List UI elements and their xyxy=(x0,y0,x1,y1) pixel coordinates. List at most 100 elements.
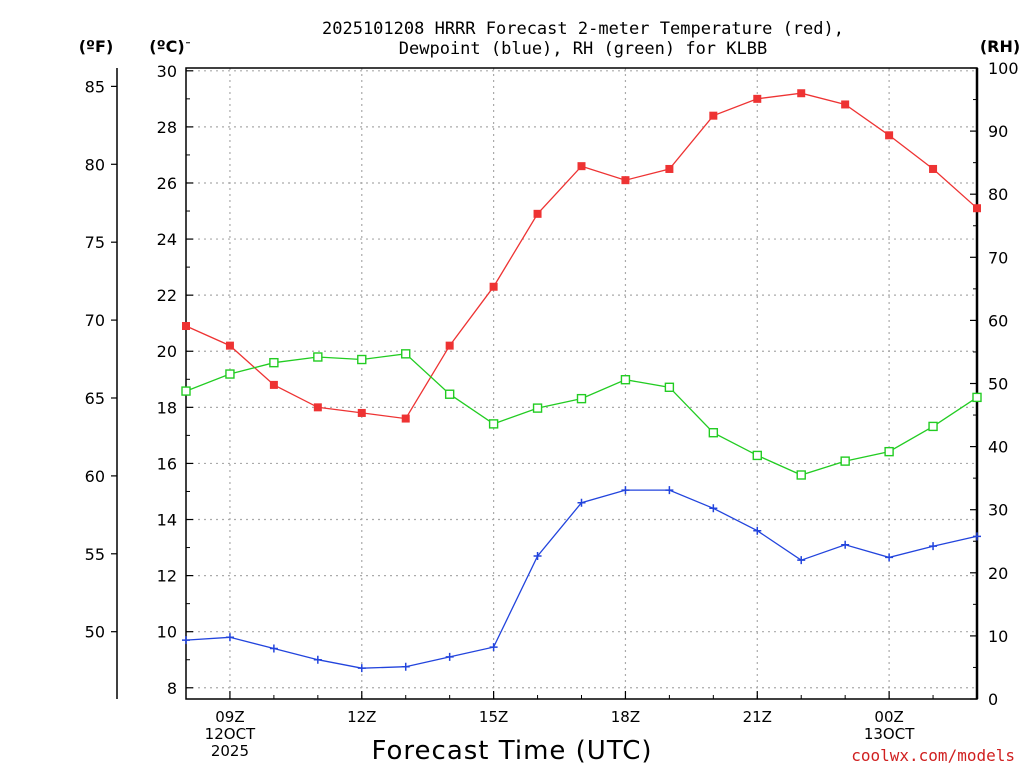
dewpoint-point xyxy=(577,498,586,507)
temperature-point xyxy=(182,322,190,331)
rh-tick-label: 80 xyxy=(988,185,1008,204)
fahrenheit-unit-label: (ºF) xyxy=(79,37,114,56)
rh-point xyxy=(532,403,543,413)
rh-point xyxy=(972,392,982,403)
rh-point xyxy=(796,470,806,480)
x-tick-label: 15Z xyxy=(479,708,508,726)
celsius-tick-label: 10 xyxy=(157,623,177,642)
dewpoint-point xyxy=(533,551,542,560)
temperature-point xyxy=(357,408,366,417)
dewpoint-point xyxy=(797,556,806,565)
rh-tick-label: 70 xyxy=(988,248,1008,267)
celsius-tick-label: 24 xyxy=(157,230,177,249)
chart-title-line2: Dewpoint (blue), RH (green) for KLBB xyxy=(399,39,767,59)
x-tick-label: 12Z xyxy=(347,708,376,726)
dewpoint-point xyxy=(621,486,630,495)
dewpoint-point xyxy=(313,655,322,664)
x-tick-label: 13OCT xyxy=(864,725,915,743)
rh-point xyxy=(444,389,455,399)
celsius-unit-label: (ºC) xyxy=(149,37,184,56)
rh-point xyxy=(357,354,367,365)
temperature-point xyxy=(225,341,234,350)
temperature-point xyxy=(269,380,278,389)
rh-unit-label: (RH) xyxy=(980,37,1020,56)
celsius-tick-label: 30 xyxy=(157,62,177,81)
x-tick-label: 12OCT xyxy=(205,725,256,743)
temperature-point xyxy=(885,131,894,140)
celsius-tick-label: 8 xyxy=(167,679,177,698)
dewpoint-point xyxy=(709,504,718,513)
dewpoint-point xyxy=(357,664,366,673)
series-line-temperature xyxy=(185,92,978,420)
series-line-rh xyxy=(185,353,978,476)
temperature-point xyxy=(709,111,718,120)
rh-point xyxy=(181,386,191,396)
rh-point xyxy=(225,369,235,379)
rh-point xyxy=(576,393,587,404)
rh-point xyxy=(884,446,894,457)
rh-tick-label: 10 xyxy=(988,627,1008,646)
temperature-point xyxy=(841,100,850,109)
rh-tick-label: 50 xyxy=(988,375,1008,394)
temperature-point xyxy=(577,162,586,171)
x-tick-label: 21Z xyxy=(743,708,772,726)
rh-point xyxy=(620,375,631,385)
series-line-dewpoint xyxy=(185,489,978,669)
temperature-point xyxy=(401,414,410,423)
rh-point xyxy=(269,357,279,368)
rh-point xyxy=(664,382,675,392)
dewpoint-point xyxy=(489,643,498,652)
celsius-tick-label: 16 xyxy=(157,454,177,473)
chart-title-line1: 2025101208 HRRR Forecast 2-meter Tempera… xyxy=(322,19,844,39)
dewpoint-point xyxy=(401,662,410,671)
rh-tick-label: 60 xyxy=(988,311,1008,330)
rh-tick-label: 40 xyxy=(988,438,1008,457)
fahrenheit-tick-label: 65 xyxy=(85,389,105,408)
rh-point xyxy=(708,428,719,438)
x-axis-label: Forecast Time (UTC) xyxy=(371,736,652,766)
rh-tick-label: 90 xyxy=(988,122,1008,141)
temperature-point xyxy=(973,204,981,213)
fahrenheit-tick-label: 50 xyxy=(85,623,105,642)
fahrenheit-tick-label: 70 xyxy=(85,311,105,330)
rh-point xyxy=(840,456,850,466)
temperature-point xyxy=(313,403,322,412)
dewpoint-point xyxy=(753,526,762,535)
fahrenheit-tick-label: 80 xyxy=(85,155,105,174)
rh-point xyxy=(488,419,499,429)
temperature-point xyxy=(621,176,630,185)
celsius-tick-label: 12 xyxy=(157,567,177,586)
dewpoint-point xyxy=(841,540,850,549)
rh-tick-label: 0 xyxy=(988,690,998,709)
temperature-point xyxy=(753,94,762,103)
dewpoint-point xyxy=(225,633,234,642)
rh-tick-label: 30 xyxy=(988,501,1008,520)
credit-text: coolwx.com/models xyxy=(851,746,1015,765)
dewpoint-point xyxy=(929,542,938,551)
rh-point xyxy=(752,450,762,461)
temperature-point xyxy=(929,164,938,173)
dewpoint-point xyxy=(269,644,278,653)
rh-point xyxy=(928,421,938,432)
fahrenheit-tick-label: 60 xyxy=(85,467,105,486)
dewpoint-point xyxy=(973,532,981,541)
fahrenheit-tick-label: 85 xyxy=(85,77,105,96)
x-tick-label: 00Z xyxy=(874,708,903,726)
celsius-tick-label: 28 xyxy=(157,118,177,137)
rh-point xyxy=(313,352,323,362)
temperature-point xyxy=(445,341,454,350)
dewpoint-point xyxy=(665,486,674,495)
fahrenheit-tick-label: 55 xyxy=(85,545,105,564)
temperature-point xyxy=(797,89,806,98)
x-tick-label: 09Z xyxy=(215,708,244,726)
dewpoint-point xyxy=(182,636,190,645)
temperature-point xyxy=(533,209,542,218)
fahrenheit-tick-label: 75 xyxy=(85,233,105,252)
celsius-tick-label: 22 xyxy=(157,286,177,305)
celsius-tick-label: 18 xyxy=(157,398,177,417)
x-tick-label: 18Z xyxy=(611,708,640,726)
rh-tick-label: 100 xyxy=(988,59,1019,78)
temperature-point xyxy=(489,282,498,291)
celsius-tick-label: 26 xyxy=(157,174,177,193)
